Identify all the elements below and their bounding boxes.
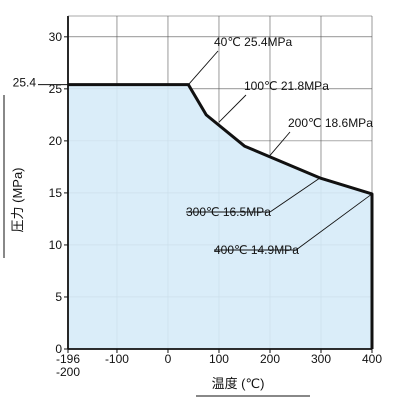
y-tick-label: 15 bbox=[49, 186, 63, 200]
x-tick-label: 200 bbox=[260, 352, 280, 366]
x-tick-label: 0 bbox=[165, 352, 172, 366]
annotation-label: 40℃ 25.4MPa bbox=[214, 35, 293, 49]
x-tick-label: -196 bbox=[56, 352, 80, 366]
annotation-leader bbox=[218, 94, 247, 123]
x-tick-labels: -196 -100 0 100 200 300 400 -200 bbox=[56, 349, 382, 379]
y-tick-label: 10 bbox=[49, 238, 63, 252]
annotation-leader bbox=[269, 131, 291, 156]
annotation-leader bbox=[295, 193, 373, 251]
annotation-leader bbox=[269, 176, 322, 213]
annotations: 40℃ 25.4MPa 100℃ 21.8MPa 200℃ 18.6MPa 300℃ … bbox=[186, 35, 373, 257]
x-tick-label: 400 bbox=[362, 352, 382, 366]
annotation-label: 300℃ 16.5MPa bbox=[186, 205, 271, 219]
annotation-label: 100℃ 21.8MPa bbox=[244, 79, 329, 93]
y-tick-label: 20 bbox=[49, 134, 63, 148]
annotation-label: 200℃ 18.6MPa bbox=[288, 116, 373, 130]
y-axis-label: 圧力 (MPa) bbox=[10, 167, 25, 232]
y-tick-label: 25 bbox=[49, 82, 63, 96]
allowable-area bbox=[68, 84, 372, 350]
x-tick-label: 100 bbox=[209, 352, 229, 366]
axis-labels: 温度 (℃) 圧力 (MPa) bbox=[3, 95, 310, 397]
y-tick-labels: 0 5 10 15 20 25 30 25.4 bbox=[13, 30, 68, 356]
x-extra-tick-label: -200 bbox=[56, 365, 80, 379]
annotation-label: 400℃ 14.9MPa bbox=[214, 243, 299, 257]
y-extra-tick-label: 25.4 bbox=[13, 76, 37, 90]
annotation-leader bbox=[188, 50, 219, 85]
y-tick-label: 0 bbox=[55, 342, 62, 356]
x-axis-label: 温度 (℃) bbox=[212, 376, 265, 391]
x-tick-label: -100 bbox=[105, 352, 129, 366]
y-tick-label: 30 bbox=[49, 30, 63, 44]
y-tick-label: 5 bbox=[55, 290, 62, 304]
x-tick-label: 300 bbox=[311, 352, 331, 366]
